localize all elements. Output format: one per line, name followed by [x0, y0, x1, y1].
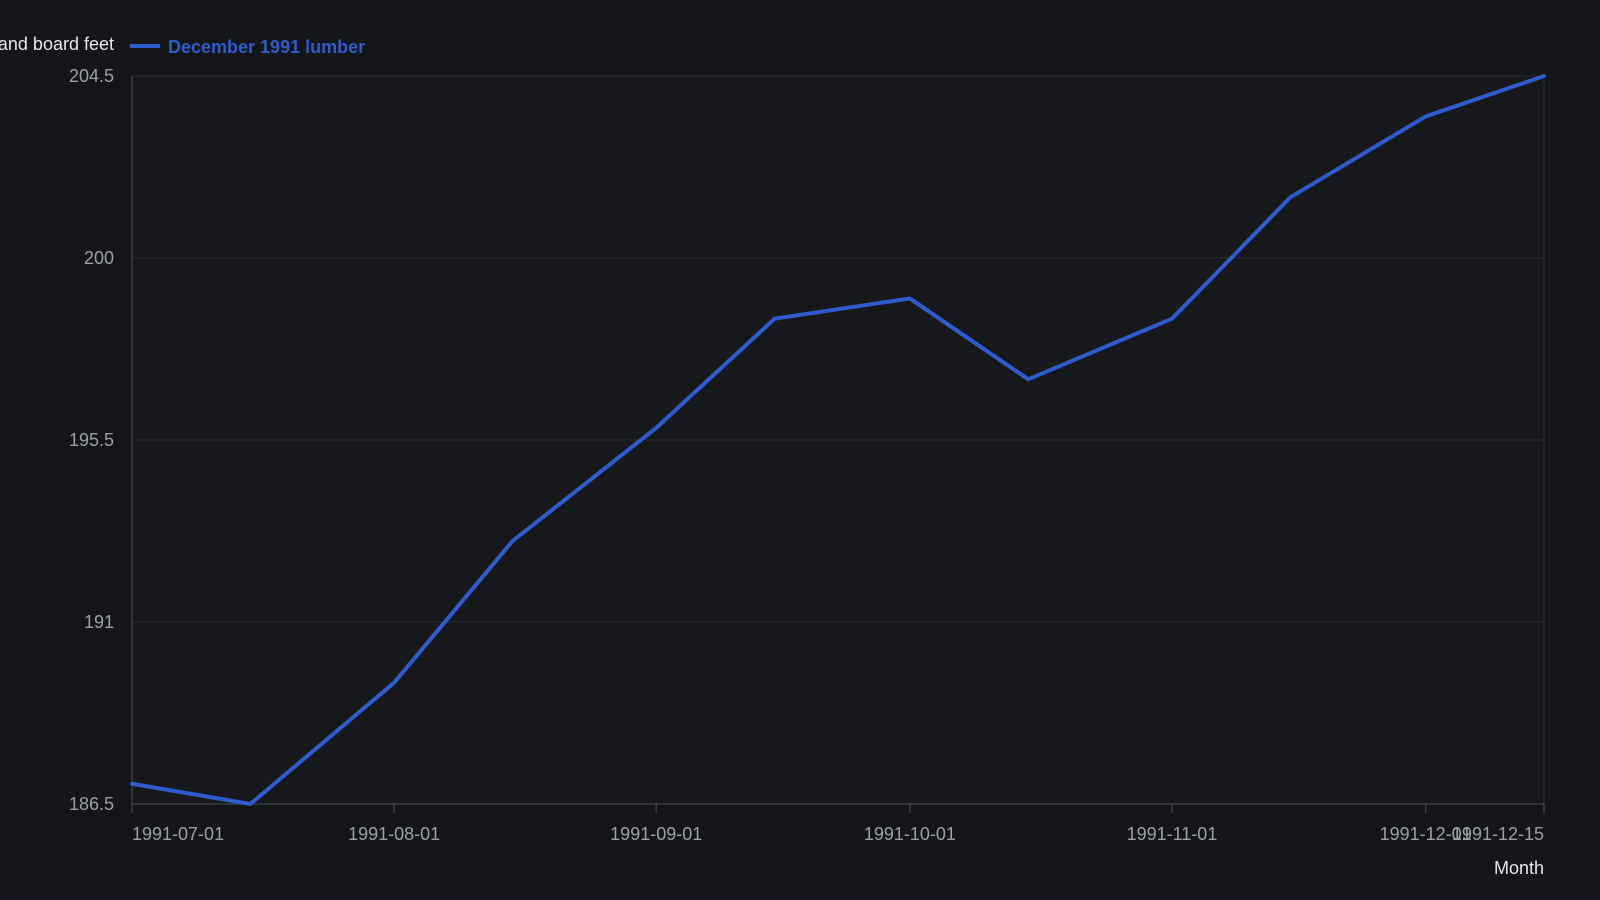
legend-label: December 1991 lumber [168, 37, 365, 57]
y-axis-title: Thousand board feet [0, 34, 114, 54]
y-tick-label: 204.5 [69, 66, 114, 86]
x-tick-label: 1991-12-01 [1380, 824, 1472, 844]
legend[interactable]: December 1991 lumber [130, 37, 365, 57]
series-line [130, 74, 1546, 806]
y-tick-label: 191 [84, 612, 114, 632]
y-tick-label: 200 [84, 248, 114, 268]
x-tick-label: 1991-08-01 [348, 824, 440, 844]
x-tick-label: 1991-11-01 [1127, 824, 1218, 844]
x-tick-label: 1991-10-01 [864, 824, 956, 844]
x-tick-label: 1991-07-01 [132, 824, 224, 844]
y-tick-label: 186.5 [69, 794, 114, 814]
axes [131, 76, 1544, 805]
series [130, 74, 1546, 806]
x-tick-label: 1991-09-01 [610, 824, 702, 844]
y-tick-label: 195.5 [69, 430, 114, 450]
x-tick-label: 1991-12-15 [1452, 824, 1544, 844]
y-axis-ticks: 186.5 191 195.5 200 204.5 [69, 66, 114, 814]
x-axis-ticks: 1991-07-01 1991-08-01 1991-09-01 1991-10-01… [131, 804, 1545, 844]
x-axis-title: Month [1494, 858, 1544, 878]
